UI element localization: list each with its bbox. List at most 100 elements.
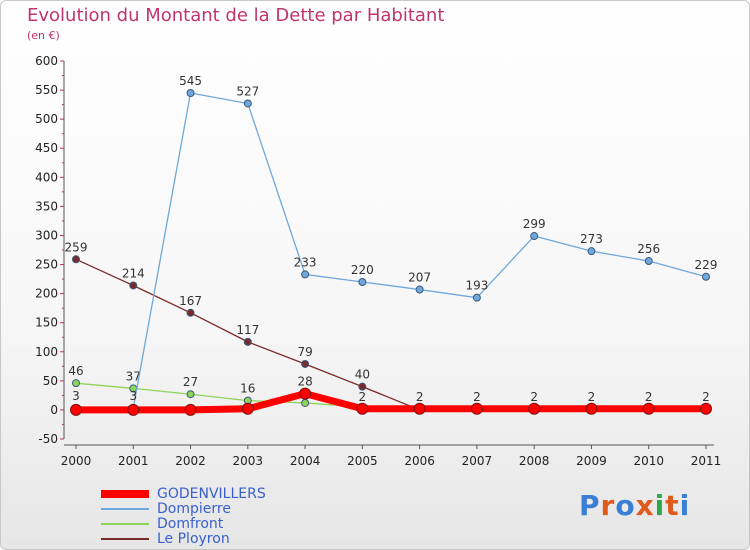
logo-letter: o — [615, 489, 636, 522]
data-label-le-ployron: 79 — [297, 345, 312, 359]
data-point-godenvillers — [700, 402, 712, 415]
data-label-le-ployron: 259 — [65, 240, 88, 254]
proxiti-logo: Proxiti — [579, 489, 690, 522]
data-label-dompierre: 193 — [465, 279, 488, 293]
data-point-le-ployron — [186, 308, 195, 317]
data-point-domfront — [301, 398, 310, 407]
data-label-le-ployron: 167 — [179, 294, 202, 308]
data-label-le-ployron: 117 — [236, 323, 259, 337]
legend-swatch-dompierre — [101, 508, 149, 510]
data-point-godenvillers — [528, 402, 541, 415]
legend-label-dompierre: Dompierre — [157, 501, 231, 517]
y-tick-label: 400 — [35, 170, 58, 184]
x-tick-label: 2003 — [233, 454, 264, 468]
data-point-godenvillers — [299, 387, 312, 400]
data-point-domfront — [186, 390, 195, 399]
chart-title: Evolution du Montant de la Dette par Hab… — [27, 5, 445, 26]
data-label-domfront: 46 — [68, 364, 83, 378]
data-label-dompierre: 527 — [236, 84, 259, 98]
data-point-le-ployron — [72, 255, 80, 264]
data-label-dompierre: 3 — [72, 389, 80, 403]
data-point-godenvillers — [356, 402, 369, 415]
data-label-dompierre: 229 — [695, 258, 718, 272]
data-point-dompierre — [186, 88, 195, 97]
data-point-dompierre — [472, 293, 481, 302]
legend-swatch-godenvillers — [101, 490, 149, 498]
x-tick-label: 2008 — [519, 454, 550, 468]
logo-letter: r — [600, 489, 616, 522]
legend-label-le-ployron: Le Ployron — [157, 531, 230, 547]
data-point-le-ployron — [358, 382, 367, 391]
data-label-godenvillers: 2 — [359, 390, 367, 404]
x-tick-label: 2002 — [175, 454, 206, 468]
logo-letter: x — [635, 489, 655, 522]
legend-label-godenvillers: GODENVILLERS — [157, 486, 266, 502]
data-label-dompierre: 207 — [408, 271, 431, 285]
logo-letter: P — [579, 489, 601, 522]
data-label-godenvillers: 2 — [702, 390, 710, 404]
data-label-dompierre: 273 — [580, 232, 603, 246]
y-tick-label: 600 — [35, 54, 58, 68]
y-tick-label: 100 — [35, 345, 58, 359]
y-tick-label: 350 — [35, 199, 58, 213]
y-tick-label: 500 — [35, 112, 58, 126]
data-point-dompierre — [644, 257, 653, 266]
data-point-godenvillers — [585, 402, 598, 415]
data-label-dompierre: 233 — [294, 255, 317, 269]
x-tick-label: 2007 — [462, 454, 493, 468]
data-point-le-ployron — [243, 337, 252, 346]
data-label-godenvillers: 2 — [416, 390, 424, 404]
data-point-godenvillers — [241, 402, 254, 415]
data-label-dompierre: 299 — [523, 217, 546, 231]
data-point-dompierre — [243, 99, 252, 108]
data-label-godenvillers: 2 — [473, 390, 481, 404]
legend-label-domfront: Domfront — [157, 516, 224, 532]
x-tick-label: 2006 — [404, 454, 435, 468]
logo-letter: i — [679, 489, 691, 522]
x-tick-label: 2000 — [61, 454, 92, 468]
data-point-godenvillers — [413, 402, 426, 415]
data-label-godenvillers: 2 — [645, 390, 653, 404]
series-line-dompierre — [76, 92, 707, 409]
logo-letter: t — [665, 489, 680, 522]
series-line-le-ployron — [75, 258, 706, 411]
x-tick-label: 2004 — [290, 454, 321, 468]
chart-unit: (en €) — [27, 29, 60, 42]
y-tick-label: 250 — [35, 258, 58, 272]
x-tick-label: 2011 — [691, 454, 722, 468]
y-tick-label: 150 — [35, 316, 58, 330]
series-line-domfront — [75, 382, 706, 410]
y-tick-label: 550 — [35, 83, 58, 97]
data-label-dompierre: 220 — [351, 263, 374, 277]
data-point-dompierre — [415, 285, 424, 294]
data-point-le-ployron — [301, 359, 310, 368]
data-label-godenvillers: 2 — [588, 390, 596, 404]
y-tick-label: 50 — [43, 374, 58, 388]
series-line-godenvillers — [76, 390, 706, 414]
x-tick-label: 2005 — [347, 454, 378, 468]
data-label-godenvillers: 28 — [297, 375, 312, 389]
data-point-dompierre — [530, 232, 539, 241]
data-label-dompierre: 3 — [129, 389, 137, 403]
data-point-dompierre — [587, 247, 596, 256]
data-point-godenvillers — [642, 402, 655, 415]
data-point-godenvillers — [127, 403, 140, 416]
data-point-godenvillers — [70, 403, 82, 416]
x-tick-label: 2001 — [118, 454, 149, 468]
x-tick-label: 2010 — [633, 454, 664, 468]
logo-letter: i — [654, 489, 666, 522]
data-label-domfront: 16 — [240, 382, 255, 396]
x-tick-label: 2009 — [576, 454, 607, 468]
y-tick-label: 300 — [35, 228, 58, 242]
legend-swatch-domfront — [101, 523, 149, 525]
data-point-le-ployron — [129, 281, 138, 290]
y-tick-label: 200 — [35, 287, 58, 301]
data-label-dompierre: 256 — [637, 242, 660, 256]
data-point-godenvillers — [470, 402, 483, 415]
data-point-dompierre — [358, 277, 367, 286]
data-label-dompierre: 545 — [179, 74, 202, 88]
y-tick-label: -50 — [38, 432, 58, 446]
data-point-dompierre — [301, 270, 310, 279]
